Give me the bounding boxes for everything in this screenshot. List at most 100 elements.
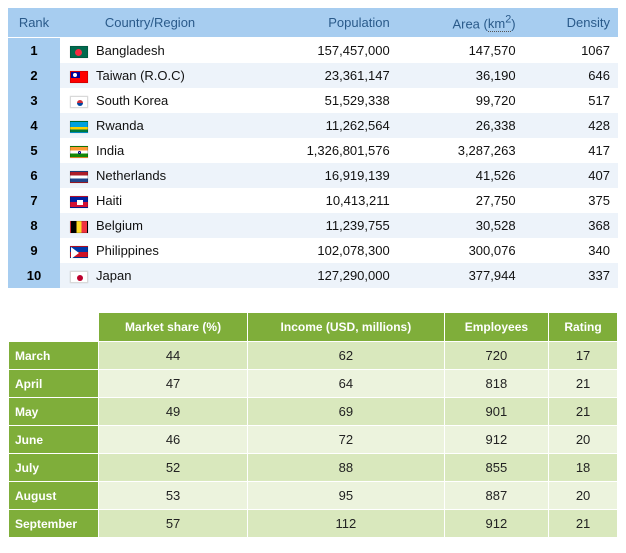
cell-month: July [9, 454, 99, 482]
cell-area: 3,287,263 [398, 138, 524, 163]
country-name: Belgium [96, 218, 143, 233]
table-header-row: Market share (%) Income (USD, millions) … [9, 313, 618, 342]
cell-country: India [60, 138, 240, 163]
col-population: Population [240, 8, 398, 38]
cell-country: Belgium [60, 213, 240, 238]
cell-rating: 21 [549, 510, 618, 538]
country-name: India [96, 143, 124, 158]
cell-country: Taiwan (R.O.C) [60, 63, 240, 88]
table-row: August539588720 [9, 482, 618, 510]
cell-share: 57 [99, 510, 248, 538]
col-employees: Employees [444, 313, 548, 342]
country-name: South Korea [96, 93, 168, 108]
col-market-share: Market share (%) [99, 313, 248, 342]
area-suffix: ) [511, 16, 515, 31]
cell-employees: 818 [444, 370, 548, 398]
cell-rank: 7 [8, 188, 60, 213]
table-row: 10Japan127,290,000377,944337 [8, 263, 618, 288]
cell-density: 517 [524, 88, 618, 113]
cell-area: 300,076 [398, 238, 524, 263]
flag-belgium [70, 221, 88, 233]
country-name: Netherlands [96, 168, 166, 183]
cell-density: 340 [524, 238, 618, 263]
cell-rating: 21 [549, 398, 618, 426]
col-blank [9, 313, 99, 342]
col-income: Income (USD, millions) [248, 313, 445, 342]
cell-month: March [9, 342, 99, 370]
cell-income: 95 [248, 482, 445, 510]
cell-country: Haiti [60, 188, 240, 213]
cell-density: 417 [524, 138, 618, 163]
cell-income: 112 [248, 510, 445, 538]
cell-area: 36,190 [398, 63, 524, 88]
country-name: Philippines [96, 243, 159, 258]
table-row: 7 Haiti 10,413,21127,750375 [8, 188, 618, 213]
cell-income: 72 [248, 426, 445, 454]
cell-population: 11,239,755 [240, 213, 398, 238]
cell-rank: 1 [8, 38, 60, 64]
cell-month: June [9, 426, 99, 454]
cell-month: September [9, 510, 99, 538]
cell-employees: 901 [444, 398, 548, 426]
table-row: September5711291221 [9, 510, 618, 538]
cell-population: 157,457,000 [240, 38, 398, 64]
flag-philippines [70, 246, 88, 258]
table-row: March446272017 [9, 342, 618, 370]
cell-rank: 10 [8, 263, 60, 288]
cell-share: 44 [99, 342, 248, 370]
cell-area: 41,526 [398, 163, 524, 188]
table-row: June467291220 [9, 426, 618, 454]
country-name: Haiti [96, 193, 122, 208]
flag-india [70, 146, 88, 158]
col-country: Country/Region [60, 8, 240, 38]
cell-rank: 4 [8, 113, 60, 138]
cell-population: 11,262,564 [240, 113, 398, 138]
cell-density: 1067 [524, 38, 618, 64]
cell-rank: 3 [8, 88, 60, 113]
cell-income: 62 [248, 342, 445, 370]
cell-density: 375 [524, 188, 618, 213]
cell-income: 88 [248, 454, 445, 482]
cell-employees: 912 [444, 510, 548, 538]
cell-rank: 5 [8, 138, 60, 163]
cell-month: May [9, 398, 99, 426]
table-row: 2Taiwan (R.O.C)23,361,14736,190646 [8, 63, 618, 88]
cell-area: 27,750 [398, 188, 524, 213]
cell-density: 368 [524, 213, 618, 238]
country-name: Bangladesh [96, 43, 165, 58]
cell-country: Japan [60, 263, 240, 288]
cell-density: 646 [524, 63, 618, 88]
flag-netherlands [70, 171, 88, 183]
cell-area: 147,570 [398, 38, 524, 64]
cell-country: Rwanda [60, 113, 240, 138]
flag-haiti [70, 196, 88, 208]
flag-bangladesh [70, 46, 88, 58]
col-density: Density [524, 8, 618, 38]
cell-rating: 20 [549, 426, 618, 454]
area-prefix: Area ( [452, 16, 487, 31]
cell-rating: 17 [549, 342, 618, 370]
flag-japan [70, 271, 88, 283]
cell-share: 52 [99, 454, 248, 482]
cell-income: 69 [248, 398, 445, 426]
table-row: May496990121 [9, 398, 618, 426]
area-unit: km2 [488, 16, 511, 32]
table-header-row: Rank Country/Region Population Area (km2… [8, 8, 618, 38]
table-row: April476481821 [9, 370, 618, 398]
cell-population: 23,361,147 [240, 63, 398, 88]
cell-rating: 21 [549, 370, 618, 398]
col-area: Area (km2) [398, 8, 524, 38]
cell-area: 26,338 [398, 113, 524, 138]
cell-employees: 720 [444, 342, 548, 370]
cell-area: 30,528 [398, 213, 524, 238]
table-row: 4Rwanda11,262,56426,338428 [8, 113, 618, 138]
cell-area: 99,720 [398, 88, 524, 113]
cell-rank: 2 [8, 63, 60, 88]
cell-rating: 18 [549, 454, 618, 482]
table-row: 5India1,326,801,5763,287,263417 [8, 138, 618, 163]
flag-south-korea [70, 96, 88, 108]
table-row: 8Belgium11,239,75530,528368 [8, 213, 618, 238]
cell-rating: 20 [549, 482, 618, 510]
table-row: 6Netherlands16,919,13941,526407 [8, 163, 618, 188]
cell-population: 10,413,211 [240, 188, 398, 213]
